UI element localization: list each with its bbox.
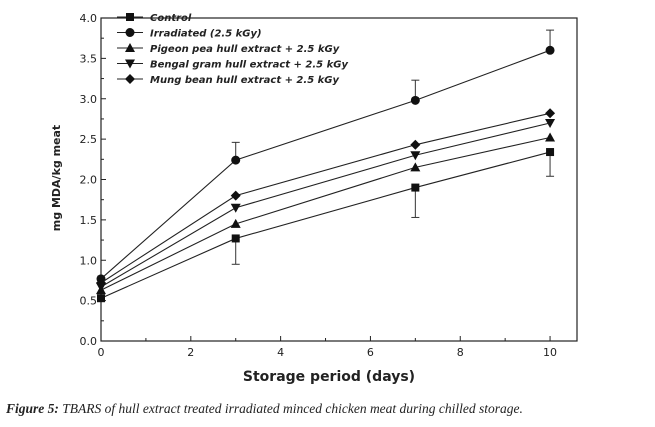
series-line-3 <box>100 122 551 288</box>
legend-marker <box>125 59 135 69</box>
legend-marker <box>126 13 134 21</box>
legend-marker <box>125 43 135 52</box>
legend-marker <box>125 28 135 37</box>
data-point-0 <box>231 234 240 243</box>
x-tick-label: 0 <box>98 346 105 359</box>
data-point-3 <box>545 118 556 128</box>
data-point-4 <box>545 108 556 119</box>
caption-label: Figure 5: <box>6 401 59 416</box>
legend-entry: Control <box>150 13 192 24</box>
data-point-0 <box>97 294 105 303</box>
y-tick-label: 0.5 <box>80 295 98 308</box>
data-point-4 <box>410 139 421 150</box>
x-tick-label: 6 <box>367 346 374 359</box>
legend-entry: Bengal gram hull extract + 2.5 kGy <box>150 60 348 71</box>
y-tick-label: 2.5 <box>80 133 98 146</box>
data-point-4 <box>230 190 241 201</box>
data-point-0 <box>411 183 420 192</box>
y-tick-label: 3.5 <box>80 52 98 65</box>
y-tick-label: 1.0 <box>80 254 98 267</box>
legend: Control Irradiated (2.5 kGy) Pigeon pea hu… <box>117 13 348 86</box>
legend-entry: Irradiated (2.5 kGy) <box>150 29 262 40</box>
y-axis-label: mg MDA/kg meat <box>50 125 63 231</box>
data-point-2 <box>230 218 241 228</box>
x-tick-label: 10 <box>543 346 557 359</box>
data-point-2 <box>545 132 556 142</box>
chart: 0 2 4 6 8 10 0.0 0.5 1.0 1.5 2.0 2.5 3.0 3.5 4.0 Contr… <box>50 12 578 385</box>
data-point-3 <box>230 203 241 213</box>
axes: 0 2 4 6 8 10 0.0 0.5 1.0 1.5 2.0 2.5 3.0 3.5 4.0 <box>80 12 578 359</box>
series-line-0 <box>100 151 551 299</box>
x-tick-label: 8 <box>457 346 464 359</box>
x-axis-label: Storage period (days) <box>243 369 415 385</box>
caption-text: TBARS of hull extract treated irradiated… <box>58 401 523 416</box>
legend-entry: Mung bean hull extract + 2.5 kGy <box>150 75 339 86</box>
x-tick-label: 4 <box>277 346 284 359</box>
series-line-4 <box>100 112 551 284</box>
data-point-1 <box>231 155 241 165</box>
y-tick-label: 2.0 <box>80 174 98 187</box>
data-point-0 <box>546 148 555 157</box>
data-point-2 <box>410 162 421 172</box>
y-tick-label: 3.0 <box>80 93 98 106</box>
data-point-1 <box>545 45 555 55</box>
legend-marker <box>125 74 135 84</box>
data-point-4 <box>96 277 106 288</box>
data-point-3 <box>410 151 421 161</box>
y-tick-label: 1.5 <box>80 214 98 227</box>
legend-entry: Pigeon pea hull extract + 2.5 kGy <box>150 44 340 55</box>
y-tick-label: 4.0 <box>80 12 98 25</box>
x-tick-label: 2 <box>187 346 194 359</box>
y-tick-label: 0.0 <box>80 335 98 348</box>
figure-caption: Figure 5: TBARS of hull extract treated … <box>6 401 651 417</box>
series-layer <box>96 29 556 303</box>
data-point-1 <box>410 95 420 105</box>
series-line-1 <box>100 49 551 280</box>
series-line-2 <box>100 136 551 291</box>
